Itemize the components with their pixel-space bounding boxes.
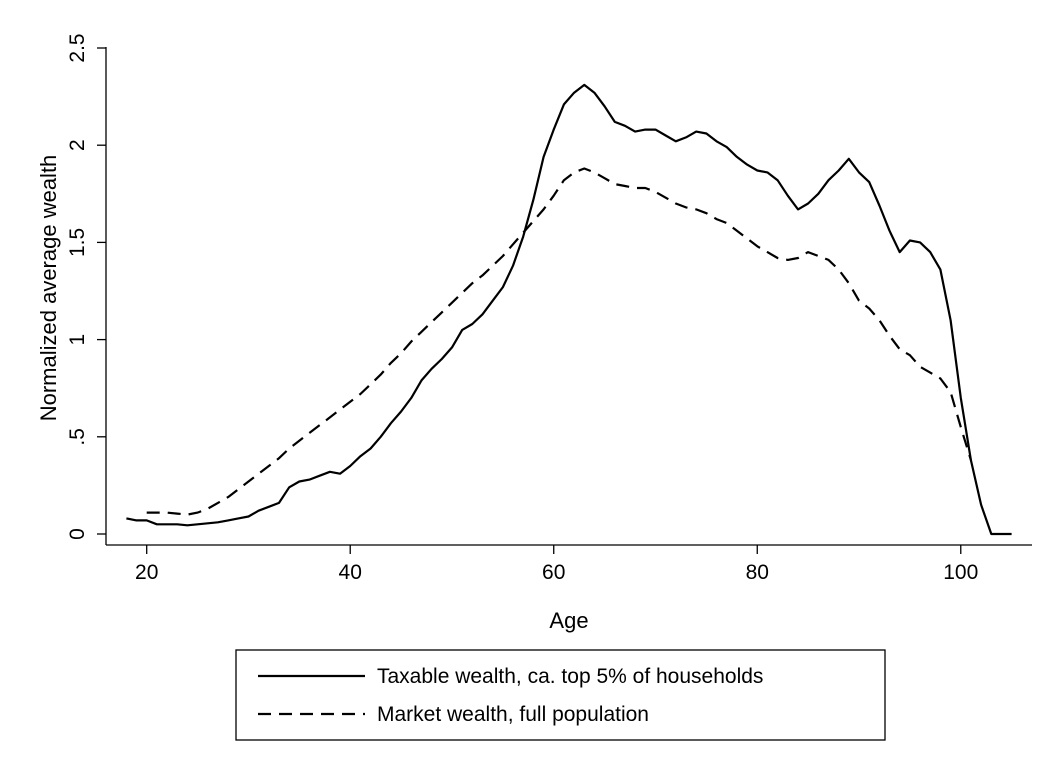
y-tick-label: .5 bbox=[66, 428, 89, 446]
y-tick-label: 1.5 bbox=[66, 228, 89, 257]
legend-label-market-wealth: Market wealth, full population bbox=[377, 703, 649, 726]
y-axis-title: Normalized average wealth bbox=[36, 155, 61, 422]
x-axis-title: Age bbox=[549, 608, 588, 633]
axes: 20 40 60 80 100 0 .5 1 1.5 2 2.5 bbox=[66, 33, 1032, 584]
y-tick-label: 2.5 bbox=[66, 33, 89, 62]
legend-box bbox=[235, 649, 886, 741]
x-tick-label: 80 bbox=[746, 561, 769, 584]
x-tick-label: 60 bbox=[542, 561, 565, 584]
y-tick-label: 2 bbox=[66, 139, 89, 151]
y-tick-label: 1 bbox=[66, 334, 89, 346]
x-tick-label: 20 bbox=[135, 561, 158, 584]
legend: Taxable wealth, ca. top 5% of households… bbox=[235, 649, 886, 741]
y-tick-label: 0 bbox=[66, 528, 89, 540]
series-line-market-wealth bbox=[146, 167, 972, 516]
x-tick-label: 100 bbox=[943, 561, 978, 584]
series-layer bbox=[126, 83, 1012, 536]
x-tick-label: 40 bbox=[339, 561, 362, 584]
legend-label-taxable-wealth: Taxable wealth, ca. top 5% of households bbox=[377, 665, 763, 688]
series-line-taxable-wealth bbox=[126, 83, 1012, 536]
